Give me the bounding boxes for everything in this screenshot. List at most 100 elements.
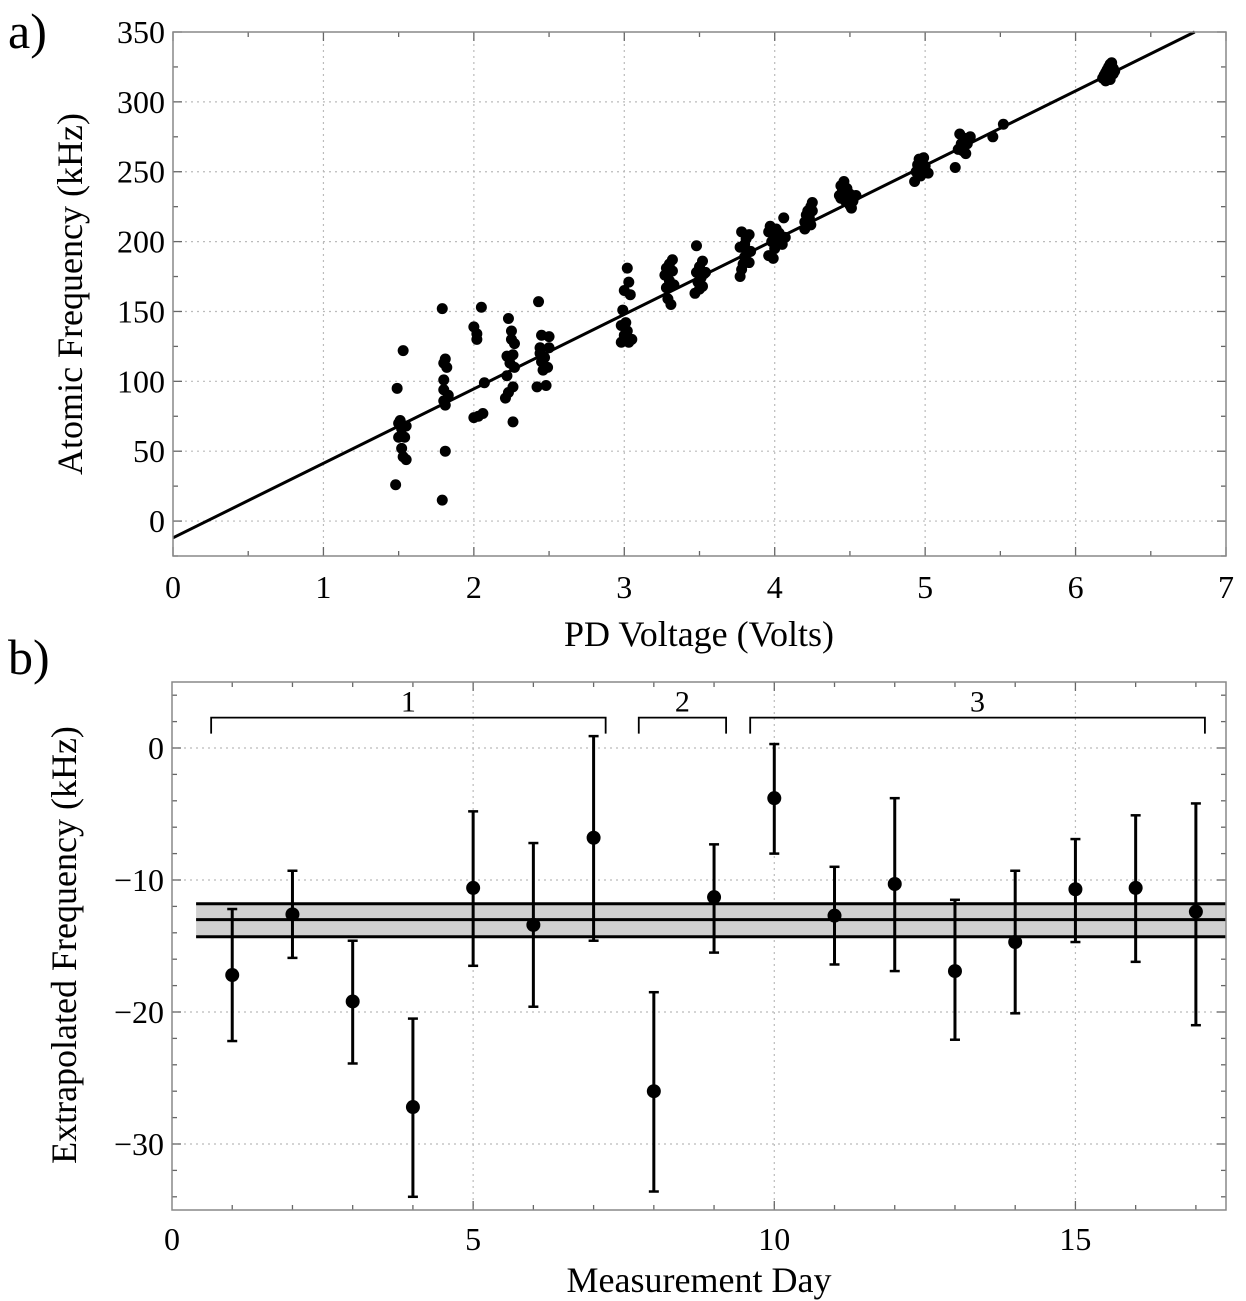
data-point: [531, 381, 543, 393]
data-point: [439, 445, 451, 457]
x-tick-label: 5: [917, 569, 933, 605]
error-bar-point: [887, 796, 902, 973]
panel-b-ticks: [172, 682, 1226, 1210]
data-point: [697, 280, 709, 292]
error-bar-point: [1128, 814, 1143, 964]
data-point: [666, 265, 678, 277]
panel-a-fit-line: [172, 30, 1196, 540]
data-point: [778, 212, 790, 224]
data-point: [646, 1084, 661, 1099]
x-tick-label: 15: [1059, 1221, 1091, 1257]
panel-a-x-axis-title: PD Voltage (Volts): [564, 614, 834, 654]
data-point: [626, 333, 638, 345]
x-tick-label: 0: [165, 569, 181, 605]
data-point: [666, 254, 678, 266]
y-tick-label: 50: [133, 433, 165, 469]
error-bar-point: [586, 734, 601, 942]
data-point: [533, 296, 545, 308]
group-bracket: [210, 716, 607, 734]
panel-b-label: b): [8, 629, 50, 685]
data-point: [285, 907, 300, 922]
data-point: [918, 152, 930, 164]
data-point: [700, 266, 712, 278]
panel-b-frame: [171, 681, 1227, 1211]
data-point: [442, 389, 454, 401]
data-point: [1008, 935, 1023, 950]
error-bar-point: [526, 841, 541, 1008]
group-bracket: [749, 716, 1206, 734]
panel-a-points: [390, 57, 1121, 506]
error-bar-point: [707, 843, 722, 954]
data-point: [400, 420, 412, 432]
data-point: [1109, 65, 1121, 77]
data-point: [1188, 904, 1203, 919]
data-point: [391, 382, 403, 394]
data-point: [697, 255, 709, 267]
error-bar-point: [1008, 869, 1023, 1015]
data-point: [478, 377, 490, 389]
data-point: [534, 342, 546, 354]
x-tick-label: 6: [1068, 569, 1084, 605]
y-tick-label: 100: [117, 363, 165, 399]
x-tick-label: 2: [466, 569, 482, 605]
data-point: [390, 479, 402, 491]
data-point: [947, 964, 962, 979]
data-point: [505, 325, 517, 337]
data-point: [767, 252, 779, 264]
data-point: [1068, 882, 1083, 897]
data-point: [540, 380, 552, 392]
data-point: [624, 289, 636, 301]
data-point: [586, 830, 601, 845]
data-point: [987, 131, 999, 143]
data-point: [436, 303, 448, 315]
error-bar-point: [827, 865, 842, 966]
data-point: [1128, 880, 1143, 895]
data-point: [507, 349, 519, 361]
x-tick-label: 5: [465, 1221, 481, 1257]
x-tick-label: 7: [1218, 569, 1234, 605]
x-tick-label: 0: [164, 1221, 180, 1257]
data-point: [887, 876, 902, 891]
data-point: [438, 374, 450, 386]
data-point: [466, 880, 481, 895]
data-point: [526, 917, 541, 932]
y-tick-label: 0: [148, 730, 164, 766]
data-point: [668, 279, 680, 291]
data-point: [441, 361, 453, 373]
data-point: [621, 325, 633, 337]
error-bar-point: [225, 907, 240, 1043]
data-point: [475, 301, 487, 313]
data-point: [543, 331, 555, 343]
panel-b-points: [225, 734, 1203, 1199]
group-bracket-label: 1: [401, 686, 416, 719]
error-bar-point: [947, 898, 962, 1041]
data-point: [665, 298, 677, 310]
panel-a: a) 0 1 2 3 4 5 6 7 0 50 100 150 200 250 300 350 PD Volt…: [8, 3, 1234, 654]
x-tick-label: 10: [758, 1221, 790, 1257]
data-point: [806, 196, 818, 208]
y-tick-label: 250: [117, 154, 165, 190]
x-tick-label: 3: [616, 569, 632, 605]
data-point: [396, 442, 408, 454]
group-bracket-label: 2: [675, 686, 690, 719]
panel-a-label: a): [8, 3, 47, 59]
data-point: [690, 240, 702, 252]
y-tick-label: −30: [114, 1126, 164, 1162]
data-point: [997, 118, 1009, 130]
data-point: [743, 229, 755, 241]
panel-b-x-axis-title: Measurement Day: [567, 1260, 832, 1300]
group-bracket: [637, 716, 728, 734]
data-point: [620, 317, 632, 329]
error-bar-point: [285, 869, 300, 960]
data-point: [827, 908, 842, 923]
data-point: [617, 304, 629, 316]
error-bar-point: [405, 1017, 420, 1199]
y-tick-label: 300: [117, 84, 165, 120]
data-point: [399, 431, 411, 443]
data-point: [745, 245, 757, 257]
panel-b-mean-band: [196, 902, 1226, 939]
data-point: [960, 148, 972, 160]
data-point: [707, 890, 722, 905]
data-point: [400, 454, 412, 466]
